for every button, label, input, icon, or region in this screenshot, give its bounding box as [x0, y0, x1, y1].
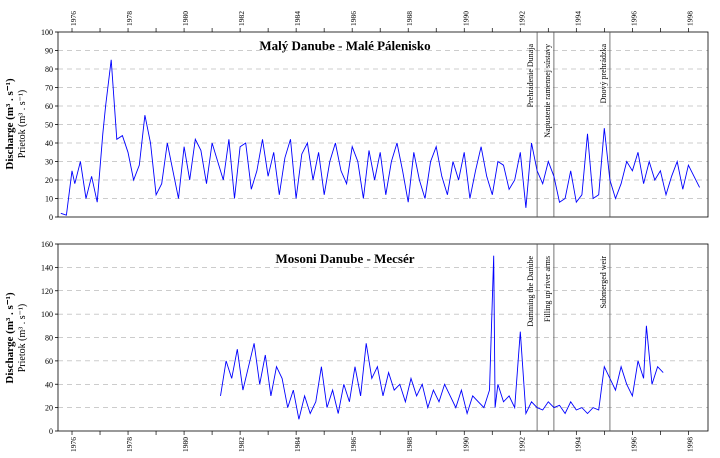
top-ylabel: Discharge (m³ . s⁻¹)	[4, 78, 16, 170]
top-x-ticks: 1976 1978 1980 1982 1984 1986 1988 1990 1992 1994…	[69, 11, 694, 32]
y-tick-label: 10	[45, 195, 53, 204]
y-tick-label: 0	[49, 213, 53, 222]
y-tick-label: 160	[41, 240, 53, 249]
x-tick-label: 1992	[517, 11, 526, 26]
event-annotation: Damming the Danube	[526, 256, 535, 327]
x-tick-label: 1978	[125, 11, 134, 26]
y-tick-label: 40	[45, 380, 53, 389]
x-tick-label: 1988	[405, 11, 414, 26]
y-tick-label: 70	[45, 84, 53, 93]
bottom-ylabel: Discharge (m³ . s⁻¹)	[4, 292, 16, 384]
y-tick-label: 60	[45, 357, 53, 366]
x-tick-label: 1978	[125, 437, 134, 452]
y-tick-label: 100	[41, 28, 53, 37]
bottom-x-ticks: 1976 1978 1980 1982 1984 1986 1988 1990 1992 1994…	[69, 431, 694, 452]
bottom-ylabel-secondary: Prietok (m³ . s⁻¹)	[17, 304, 28, 373]
x-tick-label: 1982	[237, 437, 246, 452]
event-annotation: Prehradenie Dunaja	[526, 44, 535, 108]
y-tick-label: 100	[41, 310, 53, 319]
bottom-y-ticks: 0 20 40 60 80 100 120 140 160	[41, 240, 58, 436]
x-tick-label: 1992	[517, 437, 526, 452]
y-tick-label: 40	[45, 139, 53, 148]
bottom-grid	[58, 267, 708, 408]
x-tick-label: 1980	[181, 11, 190, 26]
x-tick-label: 1994	[573, 11, 582, 26]
x-tick-label: 1984	[293, 437, 302, 452]
x-tick-label: 1996	[629, 11, 638, 26]
y-tick-label: 0	[49, 427, 53, 436]
x-tick-label: 1984	[293, 11, 302, 26]
bottom-series-line	[220, 255, 664, 420]
x-tick-label: 1994	[573, 437, 582, 452]
top-ylabel-secondary: Prietok (m³ . s⁻¹)	[17, 90, 28, 159]
x-tick-label: 1982	[237, 11, 246, 26]
x-tick-label: 1986	[349, 437, 358, 452]
x-tick-label: 1980	[181, 437, 190, 452]
top-chart-title: Malý Danube - Malé Pálenisko	[259, 38, 430, 53]
y-tick-label: 120	[41, 287, 53, 296]
y-tick-label: 80	[45, 334, 53, 343]
x-tick-label: 1996	[629, 437, 638, 452]
y-tick-label: 90	[45, 47, 53, 56]
y-tick-label: 80	[45, 65, 53, 74]
event-annotation: Submerged weir	[599, 256, 608, 309]
top-annotations: Prehradenie Dunaja Napustenie ramennej sú…	[526, 44, 608, 138]
x-tick-label: 1988	[405, 437, 414, 452]
x-tick-label: 1990	[461, 11, 470, 26]
top-y-ticks: 0 10 20 30 40 50 60 70 80 90 100	[41, 28, 58, 222]
event-annotation: Filling up river arms	[543, 256, 552, 322]
y-tick-label: 140	[41, 263, 53, 272]
event-annotation: Dnový prehrádzka	[599, 44, 608, 104]
x-tick-label: 1976	[69, 11, 78, 26]
x-tick-label: 1998	[685, 11, 694, 26]
y-tick-label: 60	[45, 102, 53, 111]
top-event-lines	[536, 32, 611, 217]
x-tick-label: 1990	[461, 437, 470, 452]
x-tick-label: 1998	[685, 437, 694, 452]
y-tick-label: 20	[45, 176, 53, 185]
y-tick-label: 50	[45, 121, 53, 130]
y-tick-label: 20	[45, 404, 53, 413]
event-annotation: Napustenie ramennej sústavy	[543, 44, 552, 138]
top-grid	[58, 50, 708, 199]
x-tick-label: 1986	[349, 11, 358, 26]
x-tick-label: 1976	[69, 437, 78, 452]
bottom-annotations: Damming the Danube Filling up river arms S…	[526, 256, 608, 327]
top-series-line	[60, 59, 701, 216]
y-tick-label: 30	[45, 158, 53, 167]
bottom-event-lines	[536, 244, 611, 431]
bottom-chart-title: Mosoni Danube - Mecsér	[275, 251, 414, 266]
